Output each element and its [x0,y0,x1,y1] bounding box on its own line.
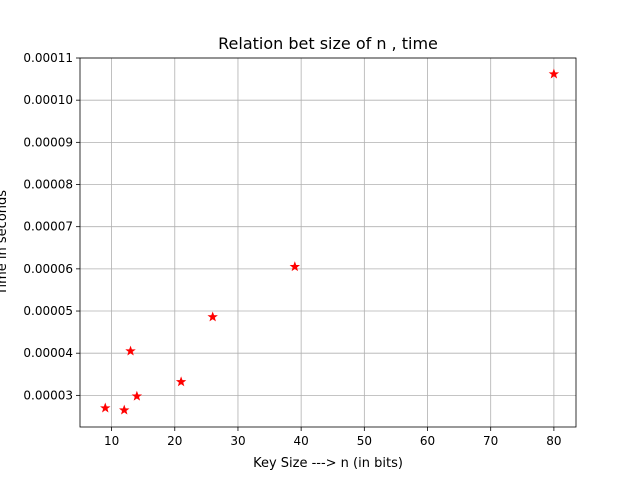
x-tick-label: 70 [483,434,498,448]
grid [80,57,576,427]
data-point [100,402,111,413]
y-tick-label: 0.00003 [23,388,73,402]
y-tick-label: 0.00006 [23,262,73,276]
chart-title: Relation bet size of n , time [218,34,438,53]
y-tick-label: 0.00005 [23,304,73,318]
x-tick-label: 80 [546,434,561,448]
x-tick-label: 30 [230,434,245,448]
x-axis-label: Key Size ---> n (in bits) [253,456,403,471]
x-tick-label: 40 [294,434,309,448]
data-point [207,311,218,322]
y-tick-label: 0.00011 [23,51,73,65]
y-tick-label: 0.00010 [23,93,73,107]
data-point [125,345,136,356]
x-tick-label: 60 [420,434,435,448]
data-point [119,404,130,415]
data-point [548,68,560,79]
y-tick-label: 0.00007 [23,220,73,234]
data-point [175,376,187,387]
y-tick-label: 0.00009 [23,135,73,149]
plot-frame [79,57,577,428]
data-points [100,68,560,415]
data-point [131,390,143,401]
x-tick-label: 10 [104,434,119,448]
data-point [289,261,301,272]
y-tick-label: 0.00008 [23,178,73,192]
axis-ticks: 10 20 30 40 50 60 70 80 0.00003 0.00004 0.00005 0.0… [23,51,561,448]
x-tick-label: 50 [357,434,372,448]
x-tick-label: 20 [167,434,182,448]
y-axis-label: Time in seconds [0,190,10,296]
y-tick-label: 0.00004 [23,346,73,360]
